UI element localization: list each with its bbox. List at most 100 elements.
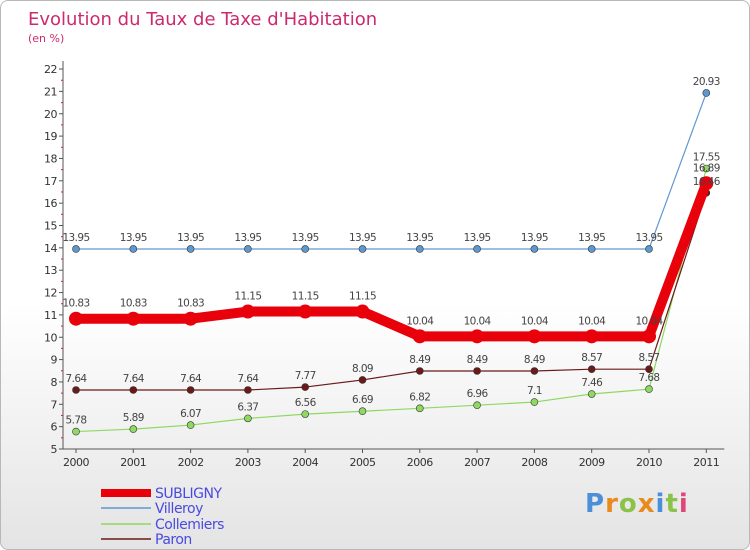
data-label-collemiers: 6.37: [237, 401, 258, 413]
x-tick-label: 2002: [178, 456, 204, 469]
y-tick-label: 13: [44, 264, 57, 277]
data-point-subligny: [183, 311, 198, 326]
data-point-villeroy: [129, 245, 138, 253]
y-tick-label: 12: [44, 287, 57, 300]
data-point-villeroy: [530, 245, 539, 253]
series-line-paron: [75, 192, 707, 391]
data-label-villeroy: 13.95: [62, 232, 89, 244]
chart-subtitle: (en %): [28, 32, 64, 45]
data-label-villeroy: 13.95: [292, 232, 319, 244]
data-label-villeroy: 13.95: [406, 232, 433, 244]
data-point-villeroy: [473, 245, 481, 253]
data-label-subligny: 16.89: [693, 162, 720, 174]
y-tick-label: 7: [51, 398, 58, 411]
data-label-collemiers: 6.07: [180, 408, 201, 420]
data-point-subligny: [240, 304, 255, 319]
data-point-subligny: [126, 311, 141, 326]
data-point-subligny: [470, 329, 485, 344]
legend-label-collemiers: Collemiers: [155, 517, 224, 533]
y-tick-label: 14: [44, 242, 57, 255]
data-label-paron: 8.09: [352, 363, 373, 375]
data-point-paron: [358, 376, 367, 384]
data-point-collemiers: [415, 404, 424, 413]
logo-letter: t: [665, 489, 679, 519]
data-label-subligny: 10.04: [406, 315, 434, 327]
data-label-villeroy: 13.95: [177, 232, 204, 244]
y-tick-label: 6: [51, 421, 58, 434]
data-point-villeroy: [301, 245, 310, 253]
data-label-paron: 8.49: [524, 354, 545, 366]
data-label-collemiers: 7.46: [581, 377, 603, 389]
data-label-villeroy: 13.95: [464, 232, 491, 244]
data-label-collemiers: 6.96: [467, 388, 489, 400]
data-label-paron: 8.57: [639, 352, 660, 364]
data-point-villeroy: [358, 245, 367, 253]
series-line-villeroy: [75, 92, 707, 250]
data-label-villeroy: 13.95: [521, 232, 548, 244]
data-point-collemiers: [301, 410, 310, 418]
data-point-paron: [72, 386, 80, 394]
y-tick-label: 10: [44, 331, 57, 344]
data-label-subligny: 11.15: [234, 291, 261, 303]
data-label-collemiers: 5.78: [66, 415, 87, 427]
data-label-collemiers: 17.55: [693, 152, 720, 164]
data-label-villeroy: 20.93: [693, 76, 720, 88]
data-point-subligny: [527, 329, 542, 344]
data-label-subligny: 10.83: [177, 298, 204, 310]
y-tick-label: 8: [51, 376, 58, 389]
data-label-collemiers: 5.89: [123, 412, 144, 424]
x-tick-label: 2011: [693, 456, 719, 469]
data-label-villeroy: 13.95: [349, 232, 376, 244]
series-line-collemiers: [75, 167, 707, 433]
data-point-subligny: [699, 176, 714, 191]
y-tick-label: 18: [44, 152, 57, 165]
data-label-collemiers: 7.1: [527, 385, 542, 397]
chart-title: Evolution du Taux de Taxe d'Habitation: [28, 9, 377, 30]
data-point-paron: [645, 365, 653, 374]
data-label-paron: 8.49: [409, 354, 430, 366]
data-point-paron: [129, 386, 138, 394]
y-tick-label: 17: [44, 175, 57, 188]
legend-label-villeroy: Villeroy: [155, 501, 203, 517]
data-point-collemiers: [645, 385, 653, 393]
data-point-paron: [244, 386, 252, 394]
logo-letter: r: [605, 489, 619, 519]
series-line-subligny: [71, 178, 712, 342]
data-label-subligny: 10.04: [635, 315, 663, 327]
x-tick-label: 2003: [235, 456, 261, 469]
x-tick-label: 2008: [521, 456, 547, 469]
data-point-villeroy: [645, 245, 653, 253]
data-label-collemiers: 6.56: [295, 397, 317, 409]
data-point-paron: [186, 386, 195, 394]
data-point-collemiers: [587, 390, 596, 398]
data-point-collemiers: [72, 427, 80, 436]
data-point-collemiers: [473, 401, 481, 409]
data-label-paron: 16.46: [693, 176, 721, 188]
data-label-villeroy: 13.95: [234, 232, 261, 244]
data-label-paron: 7.64: [237, 373, 259, 385]
y-tick-label: 21: [44, 85, 57, 98]
logo-letter: i: [655, 489, 666, 519]
y-tick-label: 16: [44, 197, 57, 210]
logo-letter: i: [678, 489, 689, 519]
y-tick-label: 19: [44, 130, 57, 143]
data-label-paron: 7.64: [66, 373, 88, 385]
data-label-paron: 7.64: [180, 373, 202, 385]
legend-label-paron: Paron: [155, 532, 192, 548]
data-point-villeroy: [587, 245, 596, 253]
x-tick-label: 2010: [636, 456, 662, 469]
data-label-subligny: 10.04: [578, 315, 606, 327]
data-point-villeroy: [186, 245, 195, 253]
data-point-collemiers: [129, 425, 138, 433]
data-point-subligny: [69, 311, 83, 326]
data-label-subligny: 11.15: [292, 291, 319, 303]
data-label-subligny: 10.83: [120, 298, 147, 310]
data-label-paron: 7.77: [295, 370, 316, 382]
data-label-paron: 8.49: [467, 354, 488, 366]
y-tick-label: 5: [51, 443, 58, 456]
x-tick-label: 2007: [464, 456, 490, 469]
data-label-subligny: 10.04: [521, 315, 549, 327]
x-tick-label: 2004: [292, 456, 318, 469]
